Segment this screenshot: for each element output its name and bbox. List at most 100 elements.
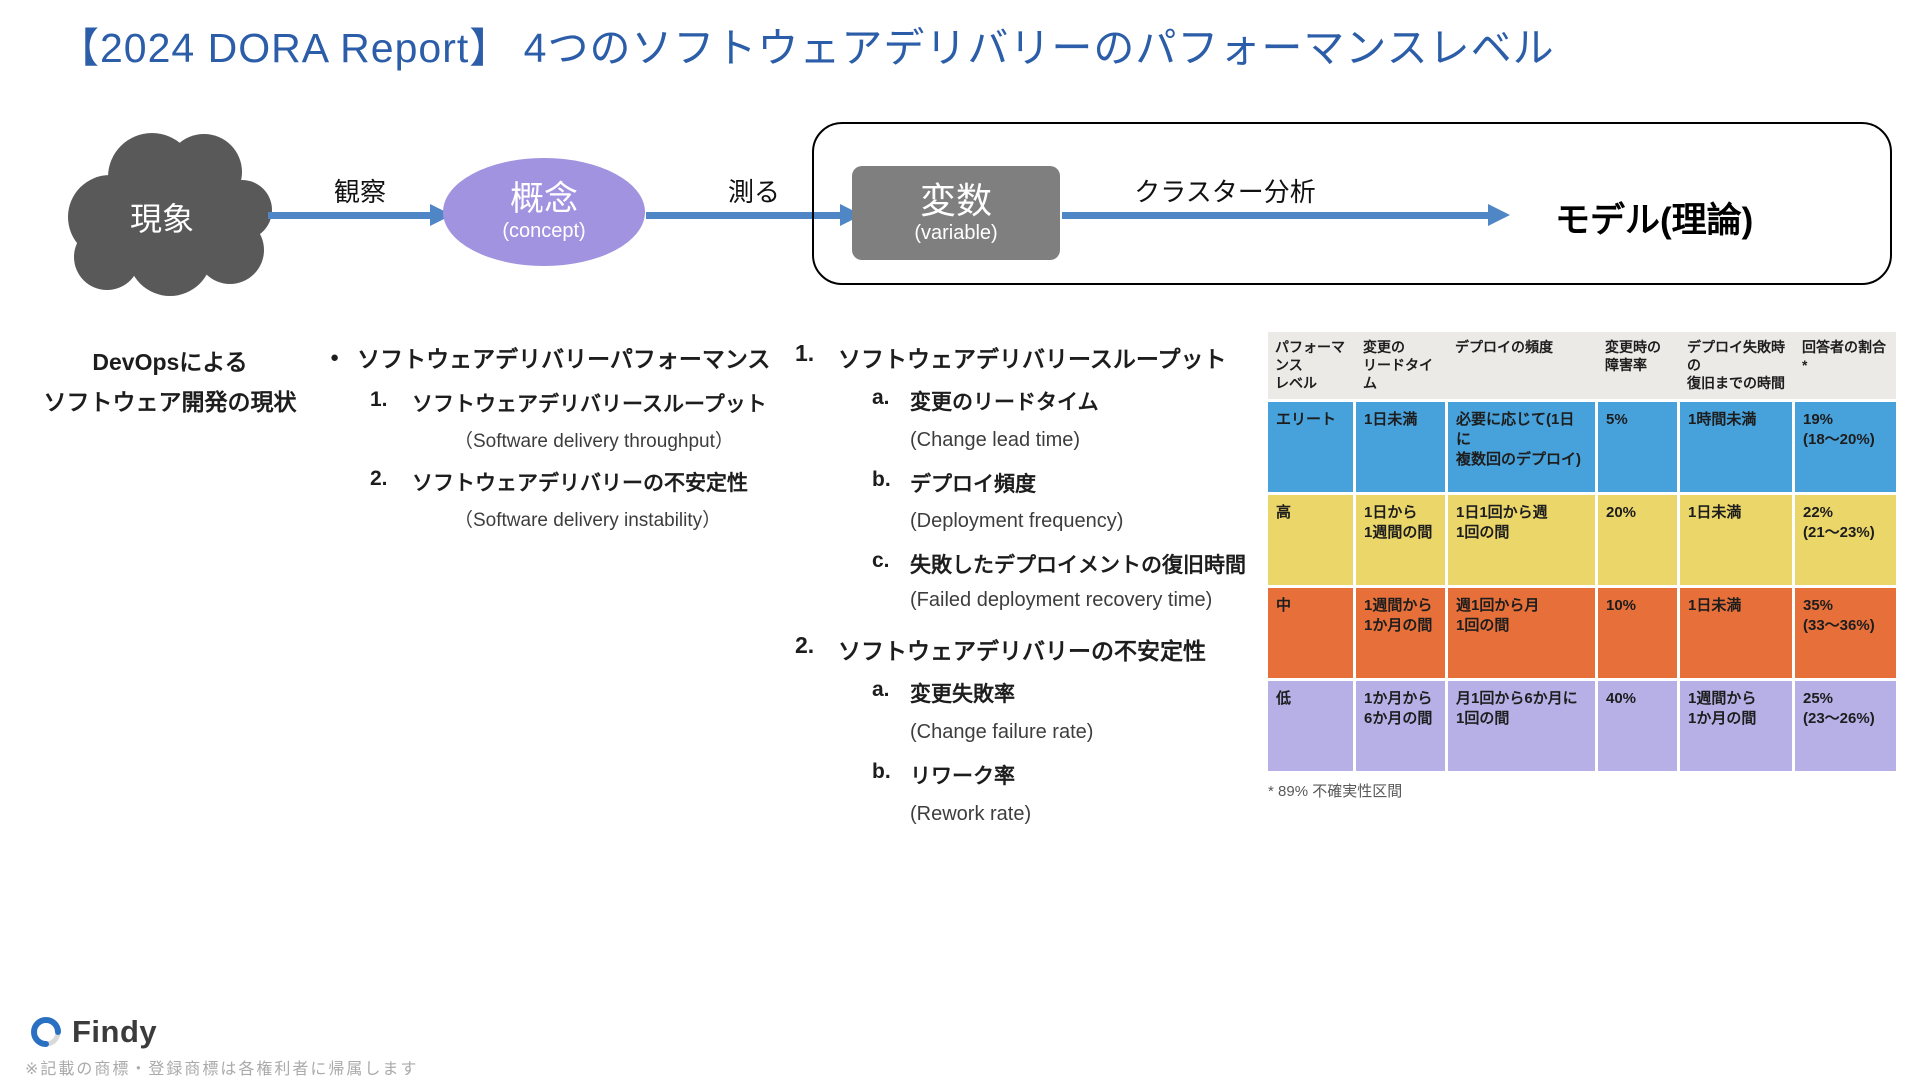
- group-number: 1.: [795, 340, 815, 366]
- table-cell: 22% (21～23%): [1795, 494, 1896, 585]
- table-row-elite: エリート 1日未満 必要に応じて(1日に 複数回のデプロイ) 5% 1時間未満 …: [1268, 401, 1896, 492]
- table-cell: 40%: [1598, 680, 1677, 771]
- table-cell: 1か月から 6か月の間: [1356, 680, 1445, 771]
- column-header: デプロイの頻度: [1448, 332, 1595, 399]
- cloud-shape-icon: [68, 133, 272, 296]
- table-cell: 必要に応じて(1日に 複数回のデプロイ): [1448, 401, 1595, 492]
- model-label: モデル(理論): [1555, 201, 1754, 240]
- table-row-high: 高 1日から 1週間の間 1日1回から週 1回の間 20% 1日未満 22% (…: [1268, 494, 1896, 585]
- variable-box: 変数 (variable): [852, 166, 1060, 260]
- page-title: 【2024 DORA Report】 4つのソフトウェアデリバリーのパフォーマン…: [58, 25, 1555, 71]
- analysis-frame: [812, 122, 1892, 285]
- variable-label: 変数: [919, 180, 992, 222]
- trademark-note: ※記載の商標・登録商標は各権利者に帰属します: [25, 1061, 419, 1078]
- list-item: b. デプロイ頻度 (Deployment frequency): [872, 468, 1295, 538]
- table-row-low: 低 1か月から 6か月の間 月1回から6か月に 1回の間 40% 1週間から 1…: [1268, 680, 1896, 771]
- item-jp: リワーク率: [910, 764, 1015, 788]
- column-header: 変更の リードタイム: [1356, 332, 1445, 399]
- concept-list: ● ソフトウェアデリバリーパフォーマンス 1. ソフトウェアデリバリースループッ…: [330, 340, 830, 532]
- item-en: (Rework rate): [910, 802, 1032, 825]
- table-cell: 1週間から 1か月の間: [1680, 680, 1792, 771]
- concept-sublabel: (concept): [502, 219, 586, 242]
- table-cell: 1日から 1週間の間: [1356, 494, 1445, 585]
- item-letter: b.: [872, 467, 891, 491]
- item-jp: 変更のリードタイム: [910, 391, 1099, 414]
- table-cell: 19% (18～20%): [1795, 401, 1896, 492]
- item-letter: c.: [872, 549, 890, 573]
- column-header: デプロイ失敗時の 復旧までの時間: [1680, 332, 1792, 399]
- item-en: （Software delivery throughput）: [454, 431, 734, 452]
- item-jp: 変更失敗率: [910, 683, 1015, 707]
- item-en: (Change lead time): [910, 428, 1081, 451]
- group-number: 2.: [795, 632, 815, 659]
- table-cell: エリート: [1268, 401, 1353, 492]
- performance-table: パフォーマンス レベル 変更の リードタイム デプロイの頻度 変更時の 障害率 …: [1268, 332, 1896, 774]
- list-item: a. 変更のリードタイム (Change lead time): [872, 386, 1295, 456]
- table-cell: 低: [1268, 680, 1353, 771]
- item-en: (Deployment frequency): [910, 510, 1124, 533]
- table-footnote: * 89% 不確実性区間: [1268, 783, 1403, 800]
- findy-logo: Findy: [28, 1014, 157, 1050]
- table-cell: 1日未満: [1680, 587, 1792, 678]
- table-cell: 35% (33～36%): [1795, 587, 1896, 678]
- item-en: (Failed deployment recovery time): [910, 588, 1213, 611]
- group-heading: ソフトウェアデリバリースループット: [838, 346, 1227, 372]
- column-header: 変更時の 障害率: [1598, 332, 1677, 399]
- item-number: 2.: [370, 467, 388, 490]
- table-cell: 5%: [1598, 401, 1677, 492]
- variable-group-2: 2. ソフトウェアデリバリーの不安定性 a. 変更失敗率 (Change fai…: [795, 632, 1295, 829]
- list-item: 1. ソフトウェアデリバリースループット （Software delivery …: [370, 388, 830, 453]
- cluster-analysis-label: クラスター分析: [1134, 177, 1316, 207]
- observe-label: 観察: [333, 177, 386, 207]
- list-item: b. リワーク率 (Rework rate): [872, 760, 1295, 830]
- cluster-arrow-icon: [1062, 204, 1510, 226]
- table-cell: 1日1回から週 1回の間: [1448, 494, 1595, 585]
- devops-note-line2: ソフトウェア開発の現状: [43, 389, 297, 415]
- table-cell: 20%: [1598, 494, 1677, 585]
- table-cell: 月1回から6か月に 1回の間: [1448, 680, 1595, 771]
- devops-note-line1: DevOpsによる: [92, 349, 248, 375]
- concept-ellipse: 概念 (concept): [443, 158, 645, 266]
- list-item: 2. ソフトウェアデリバリーの不安定性 （Software delivery i…: [370, 467, 830, 532]
- concept-list-heading: ● ソフトウェアデリバリーパフォーマンス: [330, 340, 830, 374]
- item-jp: 失敗したデプロイメントの復旧時間: [910, 554, 1246, 578]
- table-header-row: パフォーマンス レベル 変更の リードタイム デプロイの頻度 変更時の 障害率 …: [1268, 332, 1896, 399]
- list-item: a. 変更失敗率 (Change failure rate): [872, 678, 1295, 748]
- item-jp: デプロイ頻度: [910, 472, 1036, 496]
- item-letter: a.: [872, 386, 890, 409]
- item-jp: ソフトウェアデリバリーの不安定性: [412, 472, 748, 495]
- findy-logo-text: Findy: [72, 1014, 158, 1049]
- bullet-icon: ●: [330, 348, 340, 366]
- item-letter: a.: [872, 678, 890, 702]
- item-number: 1.: [370, 388, 388, 411]
- variable-list: 1. ソフトウェアデリバリースループット a. 変更のリードタイム (Chang…: [795, 340, 1295, 846]
- table-cell: 週1回から月 1回の間: [1448, 587, 1595, 678]
- phenomenon-cloud: 現象: [52, 122, 272, 297]
- table-cell: 25% (23～26%): [1795, 680, 1896, 771]
- table-cell: 1日未満: [1680, 494, 1792, 585]
- group-heading: ソフトウェアデリバリーの不安定性: [838, 638, 1206, 665]
- devops-note: DevOpsによる ソフトウェア開発の現状: [30, 342, 310, 422]
- list-item: c. 失敗したデプロイメントの復旧時間 (Failed deployment re…: [872, 549, 1295, 616]
- observe-arrow-icon: [268, 204, 452, 226]
- item-letter: b.: [872, 759, 891, 783]
- variable-group-1: 1. ソフトウェアデリバリースループット a. 変更のリードタイム (Chang…: [795, 340, 1295, 616]
- table-row-medium: 中 1週間から 1か月の間 週1回から月 1回の間 10% 1日未満 35% (…: [1268, 587, 1896, 678]
- column-header: 回答者の割合*: [1795, 332, 1896, 399]
- item-jp: ソフトウェアデリバリースループット: [412, 393, 767, 416]
- item-en: （Software delivery instability）: [454, 510, 722, 531]
- table-cell: 1日未満: [1356, 401, 1445, 492]
- concept-list-heading-text: ソフトウェアデリバリーパフォーマンス: [357, 346, 771, 372]
- item-en: (Change failure rate): [910, 720, 1094, 743]
- variable-sublabel: (variable): [914, 221, 998, 244]
- findy-logo-icon: [31, 1017, 61, 1047]
- measure-arrow-icon: [646, 204, 862, 226]
- table-cell: 1時間未満: [1680, 401, 1792, 492]
- column-header: パフォーマンス レベル: [1268, 332, 1353, 399]
- concept-label: 概念: [510, 180, 578, 219]
- table-cell: 1週間から 1か月の間: [1356, 587, 1445, 678]
- phenomenon-label: 現象: [129, 201, 194, 237]
- measure-label: 測る: [727, 177, 780, 207]
- table-cell: 中: [1268, 587, 1353, 678]
